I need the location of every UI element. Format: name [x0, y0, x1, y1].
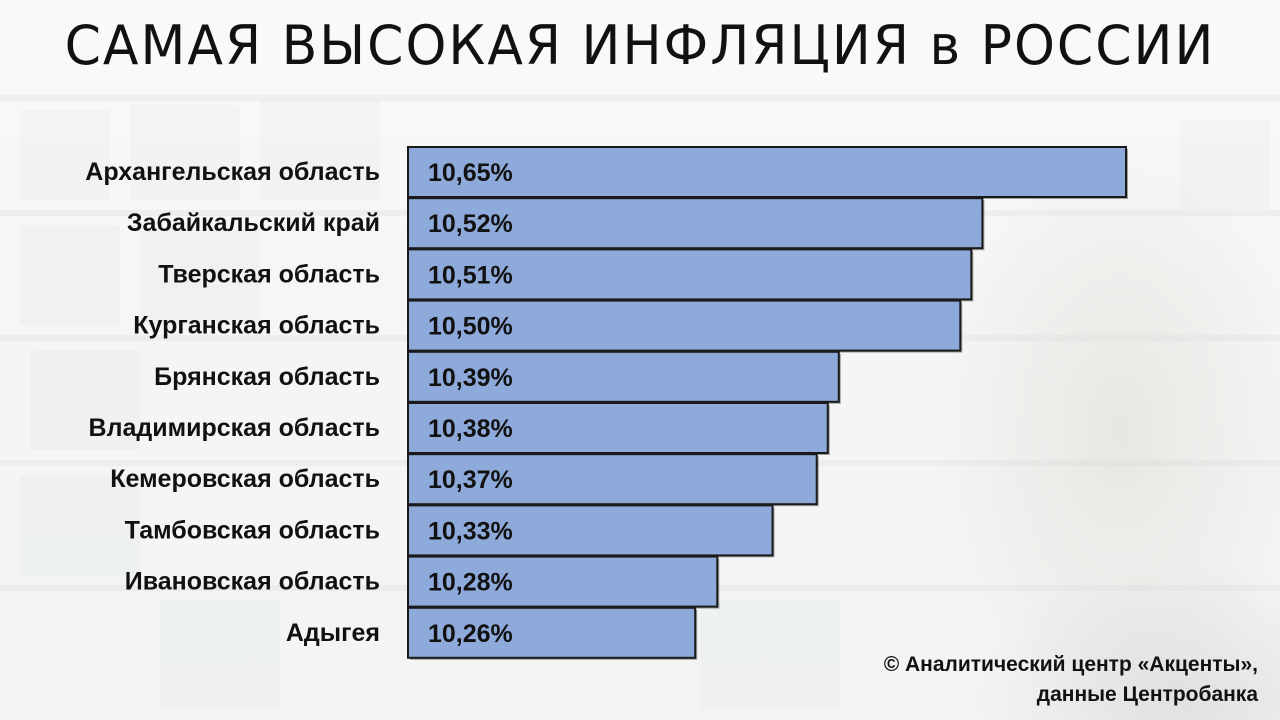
bar-value-label: 10,39%: [428, 364, 513, 392]
bar: [407, 248, 973, 301]
bar: [407, 606, 697, 659]
category-label: Адыгея: [286, 619, 380, 647]
bar-value-label: 10,38%: [428, 415, 513, 443]
category-label: Владимирская область: [89, 414, 380, 442]
bar: [407, 146, 1127, 198]
bar-value-label: 10,33%: [428, 517, 513, 545]
bar: [407, 453, 818, 506]
category-label: Брянская область: [154, 363, 380, 391]
category-label: Архангельская область: [85, 158, 380, 186]
source-note: © Аналитический центр «Акценты», данные …: [698, 650, 1258, 710]
category-label: Кемеровская область: [110, 465, 380, 493]
bar-value-label: 10,37%: [428, 466, 513, 494]
bar: [407, 299, 962, 352]
category-label: Забайкальский край: [127, 209, 380, 237]
bar: [407, 402, 829, 454]
chart-title: САМАЯ ВЫСОКАЯ ИНФЛЯЦИЯ в РОССИИ: [64, 14, 1216, 78]
bar-value-label: 10,52%: [428, 210, 513, 238]
bar-value-label: 10,28%: [428, 569, 513, 597]
bar: [407, 197, 984, 250]
bar-value-label: 10,50%: [428, 313, 513, 341]
category-label: Тамбовская область: [125, 516, 380, 544]
category-label: Ивановская область: [125, 568, 380, 596]
bar: [407, 504, 774, 557]
source-line-2: данные Центробанка: [1036, 683, 1258, 706]
bar-value-label: 10,26%: [428, 620, 513, 648]
bar: [407, 350, 840, 403]
bar-value-label: 10,65%: [428, 159, 513, 187]
bar-value-label: 10,51%: [428, 261, 513, 289]
bar: [407, 555, 719, 608]
category-label: Тверская область: [158, 260, 380, 288]
source-line-1: © Аналитический центр «Акценты»,: [883, 653, 1258, 676]
category-label: Курганская область: [133, 312, 380, 340]
